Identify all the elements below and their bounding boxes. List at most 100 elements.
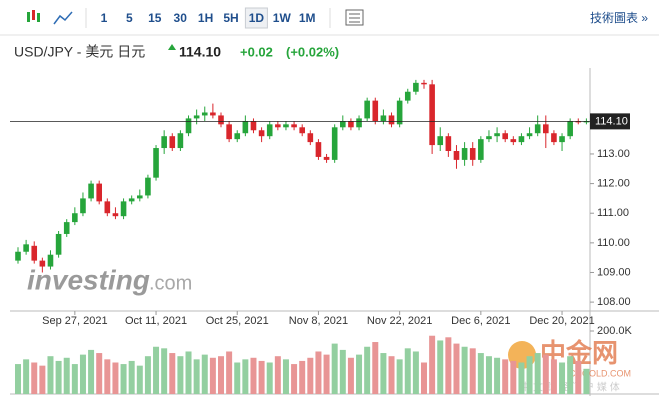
- interval-button[interactable]: 15: [148, 11, 162, 25]
- candle-body: [453, 151, 460, 160]
- up-arrow: [168, 44, 176, 50]
- candle-body: [283, 124, 289, 128]
- interval-button[interactable]: 5: [126, 11, 133, 25]
- candle-body: [567, 121, 573, 137]
- volume-bar: [63, 357, 70, 394]
- volume-bar: [201, 354, 208, 394]
- candle-body: [494, 133, 500, 137]
- candle-body: [461, 148, 468, 160]
- candle-body: [340, 121, 346, 128]
- candle-body: [63, 222, 70, 234]
- volume-bar: [71, 364, 78, 394]
- candle-body: [80, 198, 86, 214]
- candle-body: [104, 201, 111, 214]
- candle-body: [469, 148, 476, 160]
- candle-body: [543, 124, 549, 134]
- interval-button[interactable]: 1H: [198, 11, 213, 25]
- volume-bar: [429, 335, 436, 394]
- volume-bar: [177, 356, 184, 394]
- y-tick-label: 110.00: [597, 237, 630, 249]
- volume-bar: [144, 356, 151, 394]
- x-tick-label: Nov 8, 2021: [289, 315, 348, 327]
- volume-bar: [526, 356, 533, 394]
- volume-bar: [445, 337, 452, 394]
- candle-body: [534, 124, 541, 134]
- settings-icon[interactable]: [345, 9, 364, 26]
- volume-bar: [347, 357, 354, 394]
- volume-bar: [96, 353, 103, 394]
- interval-button[interactable]: 30: [174, 11, 188, 25]
- candle-body: [413, 82, 419, 92]
- volume-bar: [339, 349, 346, 394]
- volume-bar: [242, 359, 249, 394]
- candle-body: [23, 244, 29, 252]
- candle-body: [307, 133, 314, 143]
- candle-icon[interactable]: [27, 10, 40, 22]
- candle-body: [250, 121, 257, 131]
- candle-body: [348, 121, 354, 128]
- change-pct: (+0.02%): [286, 44, 339, 59]
- candle-body: [583, 121, 590, 123]
- candle-body: [331, 127, 338, 160]
- candle-body: [559, 136, 565, 143]
- candle-body: [185, 118, 192, 134]
- candle-body: [177, 133, 184, 149]
- last-price-label: 114.10: [595, 115, 628, 127]
- candle-body: [421, 82, 427, 85]
- candle-body: [169, 136, 176, 149]
- volume-bar: [274, 356, 281, 394]
- candle-body: [234, 133, 241, 140]
- volume-bar: [323, 354, 330, 394]
- candle-body: [266, 124, 273, 137]
- volume-bar: [185, 351, 192, 394]
- volume-bar: [136, 365, 143, 394]
- candle-body: [128, 198, 135, 202]
- volume-bar: [128, 360, 135, 394]
- interval-button[interactable]: 1D: [249, 11, 265, 25]
- price: 114.10: [179, 44, 221, 60]
- volume-bar: [461, 346, 468, 394]
- candle-body: [575, 121, 582, 123]
- volume-bar: [356, 354, 363, 394]
- volume-bar: [250, 357, 257, 394]
- volume-bar: [218, 356, 224, 394]
- candle-body: [364, 100, 370, 119]
- volume-bar: [380, 353, 387, 394]
- candle-body: [510, 139, 517, 143]
- interval-button[interactable]: 1M: [299, 11, 316, 25]
- interval-button[interactable]: 5H: [223, 11, 238, 25]
- candle-body: [47, 254, 54, 267]
- candle-body: [315, 142, 322, 157]
- candle-body: [429, 84, 435, 146]
- volume-bar: [282, 359, 289, 394]
- volume-bar: [88, 349, 95, 394]
- volume-bar: [550, 359, 557, 394]
- volume-bar: [437, 340, 444, 394]
- volume-bar: [226, 351, 233, 394]
- interval-button[interactable]: 1W: [273, 11, 292, 25]
- volume-bar: [477, 353, 484, 394]
- volume-bar: [575, 360, 582, 394]
- last-price-box: [590, 113, 630, 130]
- tech-chart-link[interactable]: 技術圖表 »: [590, 11, 648, 25]
- candle-body: [437, 136, 444, 146]
- interval-button[interactable]: 1: [101, 11, 108, 25]
- volume-bar: [291, 364, 298, 394]
- y-tick-label: 111.00: [597, 207, 629, 219]
- volume-bar: [396, 359, 403, 394]
- y-tick-label: 113.00: [597, 148, 630, 160]
- candle-body: [275, 124, 281, 128]
- volume-bar: [388, 356, 395, 394]
- volume-bar: [502, 359, 509, 394]
- candle-body: [396, 100, 403, 125]
- candle-body: [291, 124, 297, 128]
- volume-bar: [169, 353, 176, 394]
- volume-bar: [209, 357, 216, 394]
- volume-bar: [39, 365, 46, 394]
- line-icon[interactable]: [53, 11, 73, 25]
- candle-body: [96, 183, 102, 202]
- volume-bar: [485, 356, 492, 394]
- candle-body: [55, 233, 62, 255]
- candle-body: [31, 245, 38, 261]
- candle-body: [161, 136, 167, 149]
